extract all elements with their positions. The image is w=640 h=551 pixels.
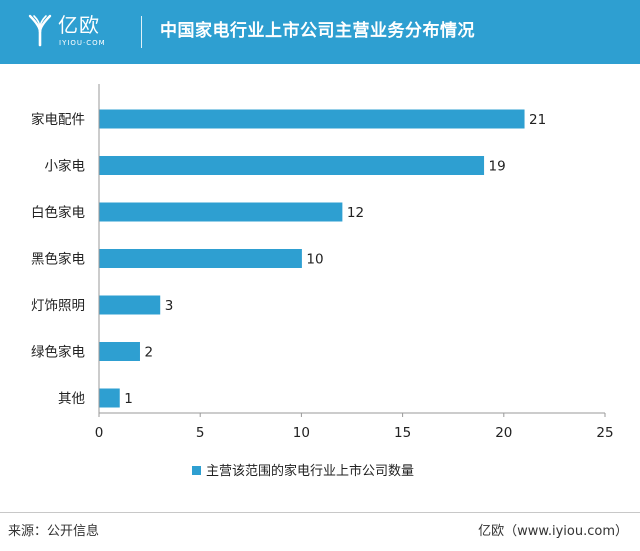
x-tick-label: 5 — [196, 425, 205, 441]
brand-name-cn: 亿欧 — [58, 13, 100, 37]
bar — [99, 295, 161, 315]
bar — [99, 342, 140, 361]
x-tick-label: 10 — [293, 425, 310, 441]
bar — [99, 202, 343, 222]
legend-label: 主营该范围的家电行业上市公司数量 — [206, 463, 414, 479]
brand-logo: 亿欧 IYIOU·COM — [28, 10, 128, 54]
bar — [99, 249, 302, 268]
category-label: 家电配件 — [31, 111, 85, 128]
category-label: 其他 — [58, 391, 85, 407]
legend-swatch — [192, 466, 201, 475]
credit-note: 亿欧（www.iyiou.com） — [478, 524, 628, 539]
header-divider — [141, 16, 142, 48]
data-label: 21 — [529, 112, 546, 128]
source-note: 来源：公开信息 — [8, 524, 100, 539]
x-tick-label: 0 — [95, 425, 104, 441]
category-label: 绿色家电 — [31, 344, 85, 361]
data-label: 19 — [489, 159, 506, 175]
category-label: 白色家电 — [31, 204, 85, 221]
data-label: 1 — [124, 391, 133, 407]
footer-divider — [0, 512, 640, 513]
data-label: 10 — [306, 252, 323, 268]
brand-name-en: IYIOU·COM — [59, 39, 106, 47]
chart-title: 中国家电行业上市公司主营业务分布情况 — [160, 21, 475, 41]
x-tick-label: 20 — [495, 425, 512, 441]
bar — [99, 388, 120, 408]
category-label: 灯饰照明 — [31, 298, 85, 314]
data-label: 12 — [347, 205, 364, 221]
header-banner: 亿欧 IYIOU·COM 中国家电行业上市公司主营业务分布情况 — [0, 0, 640, 64]
x-tick-label: 25 — [596, 425, 613, 441]
category-label: 黑色家电 — [31, 251, 85, 268]
logo-y-icon — [28, 14, 52, 47]
data-label: 2 — [144, 345, 153, 361]
category-label: 小家电 — [45, 158, 86, 175]
data-label: 3 — [165, 298, 174, 314]
x-tick-label: 15 — [394, 425, 411, 441]
bar — [99, 109, 525, 129]
bar — [99, 156, 485, 175]
